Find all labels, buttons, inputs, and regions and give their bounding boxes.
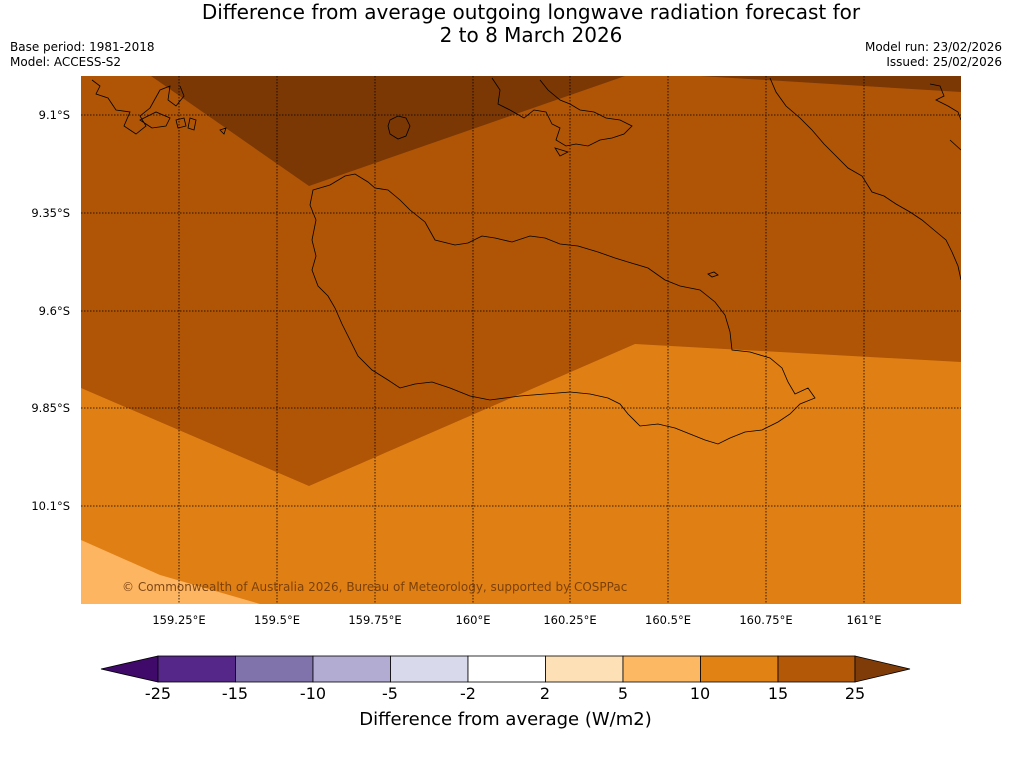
lon-label-6: 160.5°E xyxy=(645,613,691,627)
island-main-coastline xyxy=(309,173,816,445)
colorbar-bin-3 xyxy=(312,655,391,683)
anomaly-field xyxy=(81,76,961,604)
colorbar-tick-6: 2 xyxy=(539,684,551,703)
colorbar-tick-2: -15 xyxy=(221,684,249,703)
small-island xyxy=(387,115,411,140)
lon-label-5: 160.25°E xyxy=(543,613,597,627)
lon-label-3: 159.75°E xyxy=(348,613,402,627)
colorbar-extend-high xyxy=(854,655,911,683)
lat-label-1: 9.1°S xyxy=(38,108,70,122)
region-25-plus xyxy=(81,76,625,186)
colorbar-tick-8: 10 xyxy=(689,684,711,703)
region-5-10 xyxy=(81,540,260,604)
colorbar-bin-9 xyxy=(777,655,856,683)
colorbar-bin-4 xyxy=(390,655,469,683)
colorbar xyxy=(100,655,911,683)
colorbar-bin-2 xyxy=(235,655,314,683)
colorbar-tick-10: 25 xyxy=(844,684,866,703)
colorbar-bin-1 xyxy=(157,655,236,683)
colorbar-tick-7: 5 xyxy=(617,684,629,703)
coastlines xyxy=(91,77,961,445)
colorbar-bin-5 xyxy=(467,655,546,683)
colorbar-tick-3: -10 xyxy=(299,684,327,703)
northwest-coastline xyxy=(91,79,227,135)
model-run: Model run: 23/02/2026 xyxy=(864,40,1002,54)
title-line-2: 2 to 8 March 2026 xyxy=(439,23,623,47)
lon-label-2: 159.5°E xyxy=(254,613,300,627)
lon-label-7: 160.75°E xyxy=(739,613,793,627)
east-island-coastline xyxy=(769,77,961,281)
lat-label-4: 9.85°S xyxy=(31,401,70,415)
islet xyxy=(707,271,719,278)
lat-label-2: 9.35°S xyxy=(31,206,70,220)
colorbar-extend-low xyxy=(100,655,159,683)
lon-label-4: 160°E xyxy=(455,613,491,627)
colorbar-tick-1: -25 xyxy=(144,684,172,703)
region-25-plus-east xyxy=(700,76,961,92)
base-period: Base period: 1981-2018 xyxy=(10,40,155,54)
title-line-1: Difference from average outgoing longwav… xyxy=(201,0,861,24)
issued-date: Issued: 25/02/2026 xyxy=(886,55,1002,69)
colorbar-tick-9: 15 xyxy=(767,684,789,703)
region-10-15 xyxy=(81,344,961,604)
colorbar-bin-6 xyxy=(545,655,624,683)
model-name: Model: ACCESS-S2 xyxy=(10,55,122,69)
colorbar-bin-7 xyxy=(622,655,701,683)
lat-label-5: 10.1°S xyxy=(31,499,70,513)
copyright-notice: © Commonwealth of Australia 2026, Bureau… xyxy=(122,580,628,594)
graticule xyxy=(81,76,961,604)
colorbar-tick-4: -5 xyxy=(382,684,398,703)
colorbar-bin-8 xyxy=(700,655,779,683)
lon-label-1: 159.25°E xyxy=(152,613,206,627)
colorbar-label: Difference from average (W/m2) xyxy=(359,709,652,730)
lat-label-3: 9.6°S xyxy=(38,304,70,318)
north-island-coastline xyxy=(491,77,633,157)
colorbar-tick-5: -2 xyxy=(460,684,476,703)
lon-label-8: 161°E xyxy=(846,613,882,627)
